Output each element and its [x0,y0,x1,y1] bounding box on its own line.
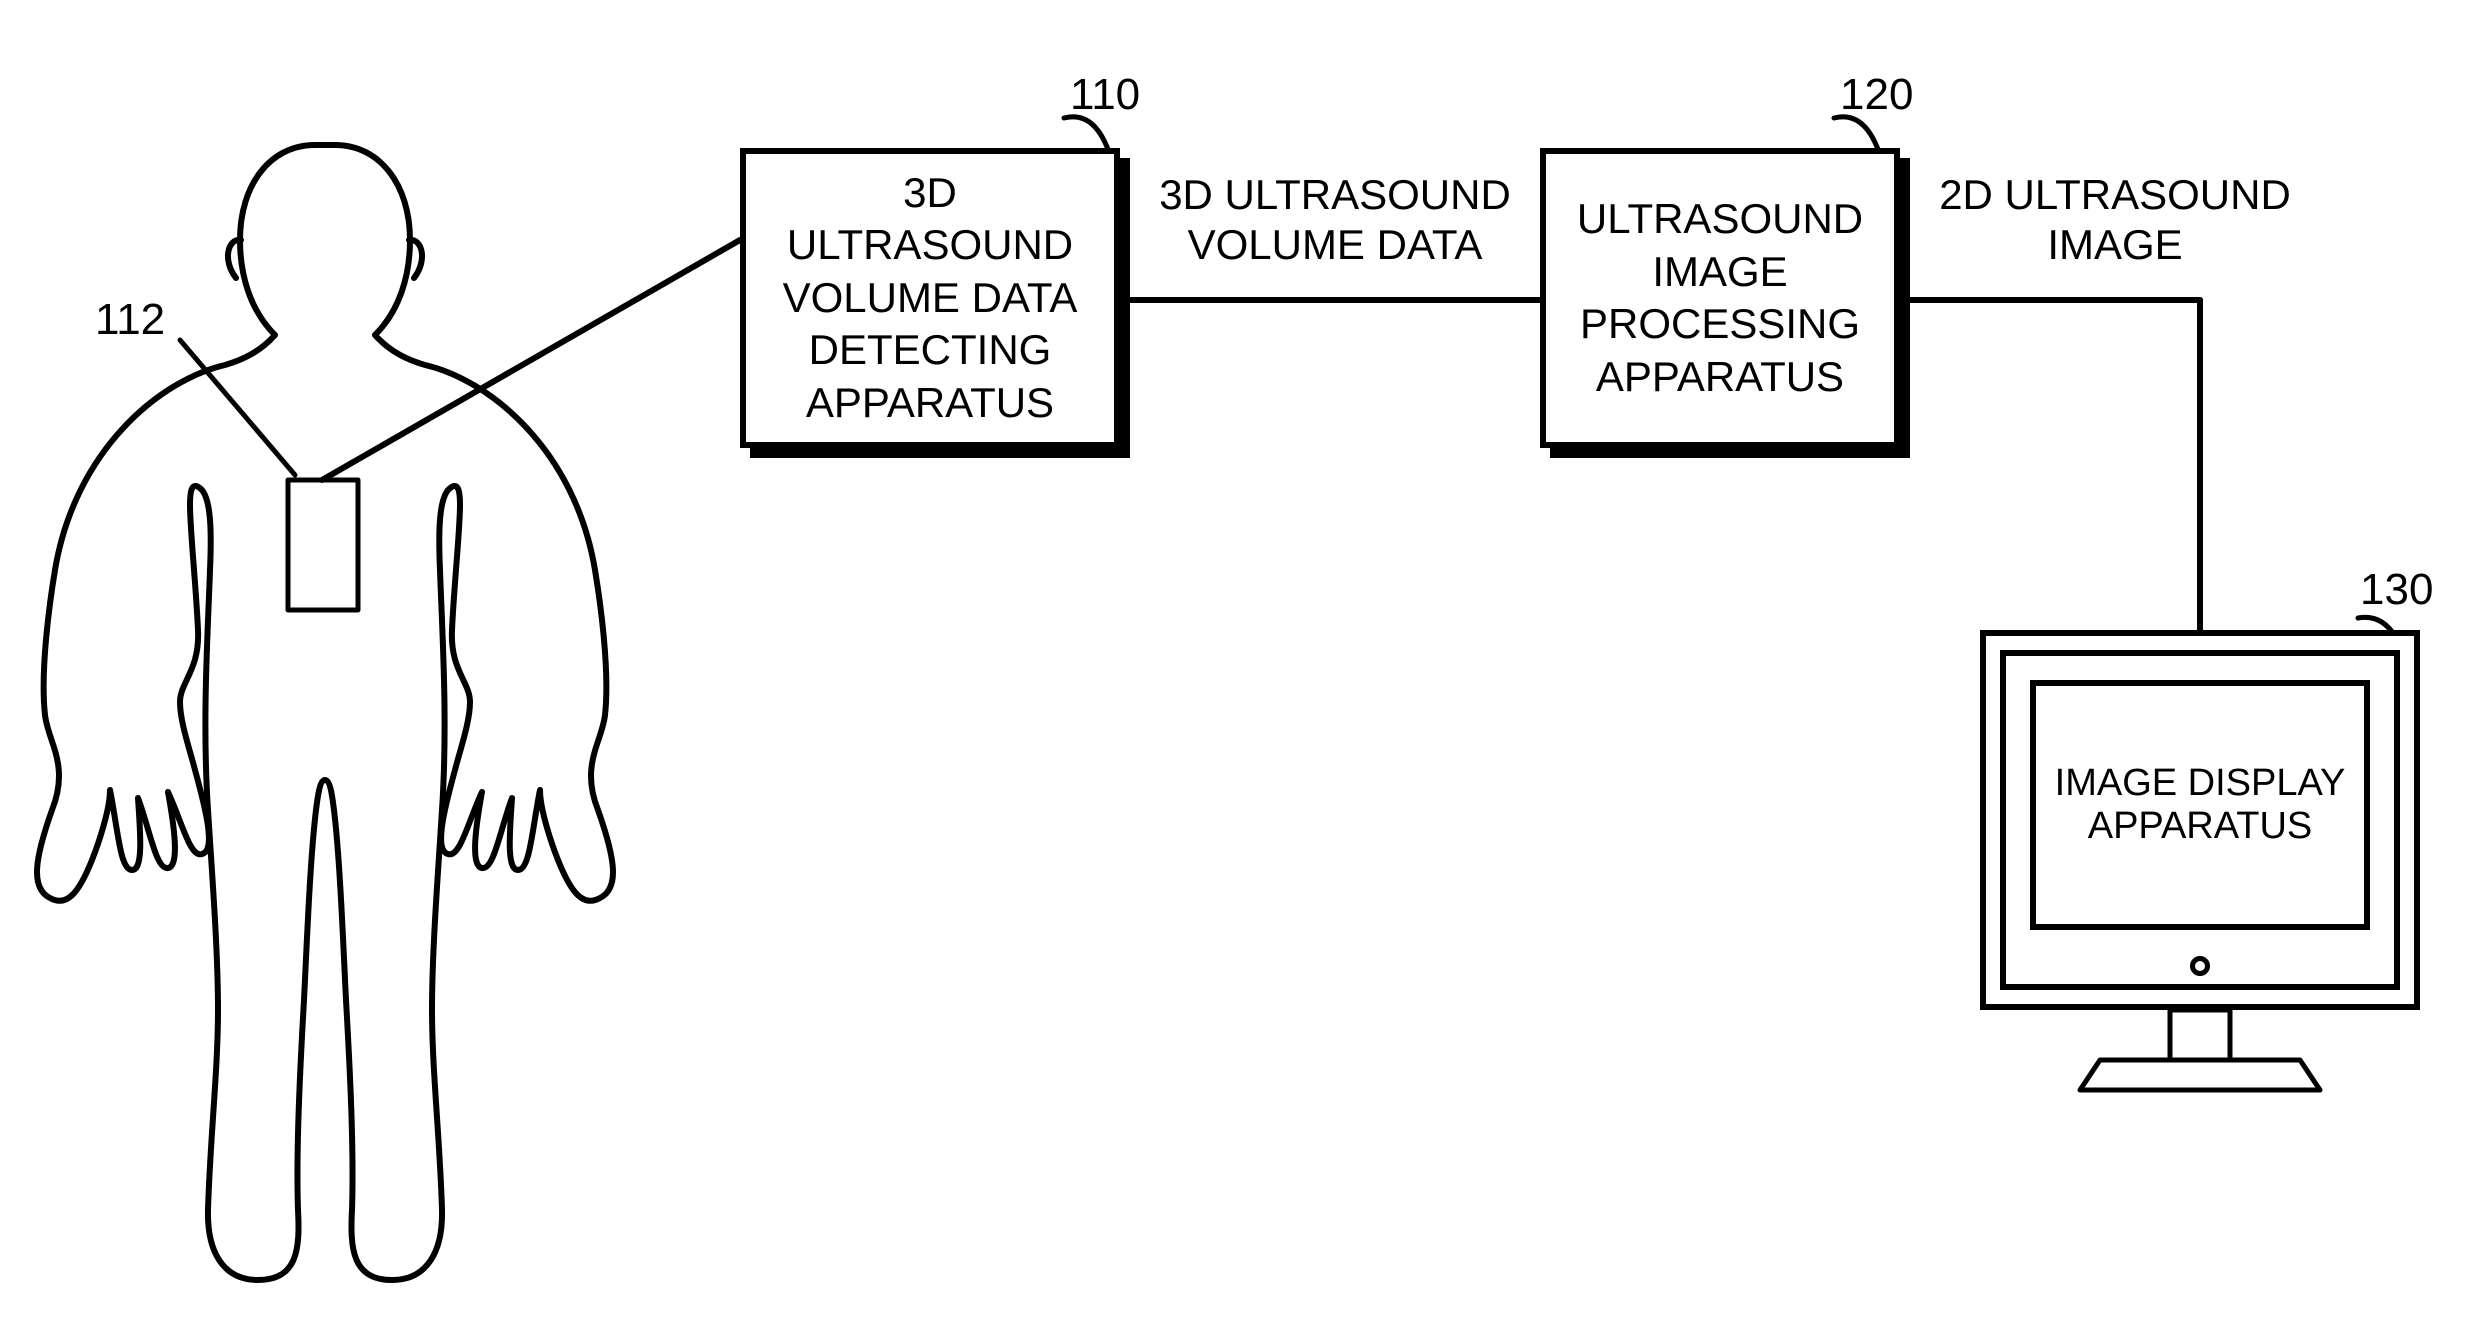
monitor-power-dot-icon [2190,956,2210,976]
block-processing-apparatus: ULTRASOUND IMAGE PROCESSING APPARATUS [1540,148,1900,448]
flow-label-3d-volume-data: 3D ULTRASOUND VOLUME DATA [1150,170,1520,271]
diagram-canvas: 3D ULTRASOUND VOLUME DATA DETECTING APPA… [0,0,2483,1338]
display-apparatus-text: IMAGE DISPLAY APPARATUS [2055,762,2346,848]
block-processing-text: ULTRASOUND IMAGE PROCESSING APPARATUS [1577,193,1863,403]
block-detecting-text: 3D ULTRASOUND VOLUME DATA DETECTING APPA… [756,167,1104,430]
ref-label-120: 120 [1840,70,1913,120]
ref-label-112: 112 [95,295,165,345]
block-detecting-apparatus: 3D ULTRASOUND VOLUME DATA DETECTING APPA… [740,148,1120,448]
ref-label-130: 130 [2360,565,2433,615]
ref-label-110: 110 [1070,70,1140,120]
monitor-screen: IMAGE DISPLAY APPARATUS [2030,680,2370,930]
flow-label-2d-image: 2D ULTRASOUND IMAGE [1930,170,2300,271]
